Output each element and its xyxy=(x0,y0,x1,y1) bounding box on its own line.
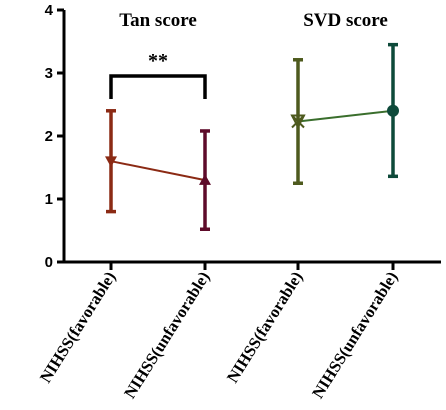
x-tick-label: NIHSS(favorable) xyxy=(223,268,307,386)
x-triangle-marker-stroke xyxy=(291,114,305,129)
panel-tan-score: Tan score ** xyxy=(105,10,211,231)
triangle-up-marker xyxy=(199,174,211,185)
series-line xyxy=(297,109,394,123)
panel-title: SVD score xyxy=(303,10,388,31)
y-tick-label: 4 xyxy=(45,2,54,19)
circle-marker xyxy=(387,104,399,117)
significance-bracket xyxy=(109,74,207,99)
panel-svd-score: SVD score xyxy=(290,10,399,185)
y-tick-label: 3 xyxy=(45,65,53,82)
x-triangle-marker xyxy=(290,114,306,130)
y-tick-label: 1 xyxy=(45,191,53,208)
y-tick-label: 2 xyxy=(45,128,53,145)
x-tick-label: NIHSS(unfavorable) xyxy=(120,268,213,402)
triangle-down-marker xyxy=(105,156,117,168)
panels: Tan score ** SVD score xyxy=(105,10,399,231)
series-line xyxy=(110,160,206,182)
y-ticks: 0 1 2 3 4 xyxy=(45,2,64,271)
x-ticks: NIHSS(favorable) NIHSS(unfavorable) NIHSS(… xyxy=(36,262,401,402)
x-tick-label: NIHSS(unfavorable) xyxy=(308,268,401,402)
panel-title: Tan score xyxy=(119,10,197,31)
y-tick-label: 0 xyxy=(45,254,53,271)
x-tick-label: NIHSS(favorable) xyxy=(36,268,120,386)
significance-label: ** xyxy=(148,50,168,72)
